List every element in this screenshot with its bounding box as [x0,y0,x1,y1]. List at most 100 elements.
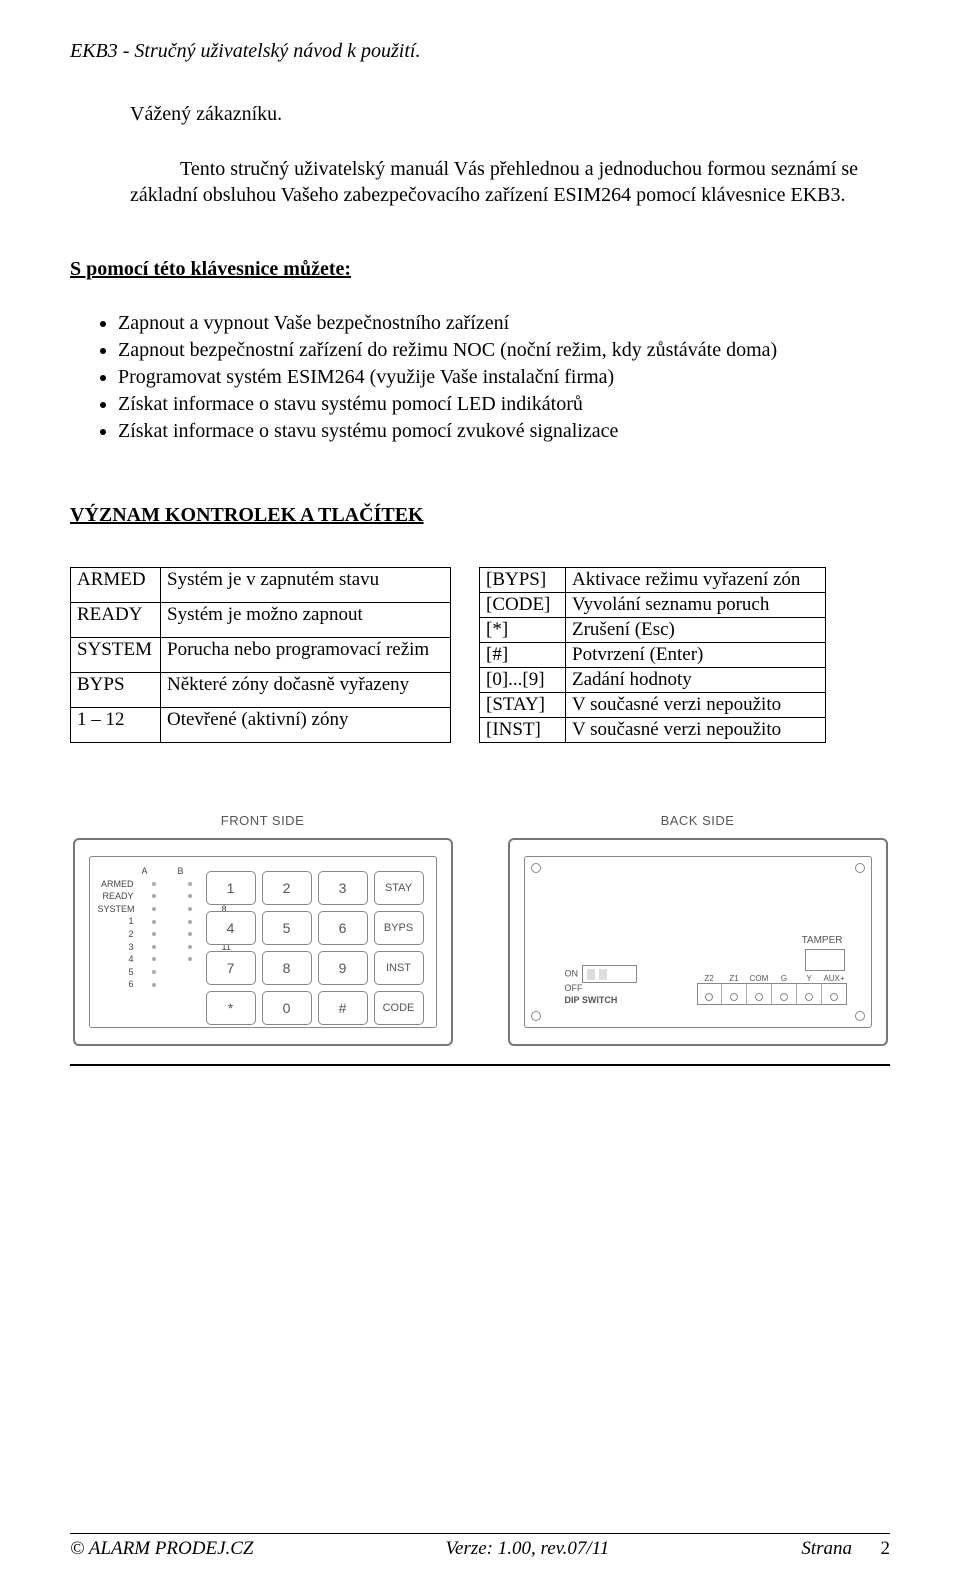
cell-desc: Zadání hodnoty [566,668,826,693]
cell-desc: V současné verzi nepoužito [566,718,826,743]
table-row: 1 – 12 Otevřené (aktivní) zóny [71,708,451,743]
footer-page-number: 2 [881,1538,891,1559]
dip-off-label: OFF [565,983,583,993]
key-5: 5 [262,911,312,945]
table-row: [*] Zrušení (Esc) [480,618,826,643]
key-2: 2 [262,871,312,905]
front-side-label: FRONT SIDE [221,813,305,828]
table-row: READY Systém je možno zapnout [71,603,451,638]
key-3: 3 [318,871,368,905]
screw-icon [855,863,865,873]
dip-switch-icon [582,965,637,983]
table-row: [INST] V současné verzi nepoužito [480,718,826,743]
cell-desc: Systém je v zapnutém stavu [161,568,451,603]
page-footer: © ALARM PRODEJ.CZ Verze: 1.00, rev.07/11… [70,1533,890,1560]
terminal-label: Y [797,974,822,983]
led-label: 1 [98,915,134,928]
key-inst: INST [374,951,424,985]
table-row: ARMED Systém je v zapnutém stavu [71,568,451,603]
footer-left: © ALARM PRODEJ.CZ [70,1538,254,1560]
key-byps: BYPS [374,911,424,945]
led-label: ARMED [98,878,134,891]
list-item: Programovat systém ESIM264 (využije Vaše… [118,365,890,390]
key-8: 8 [262,951,312,985]
key-star: * [206,991,256,1025]
back-panel: TAMPER ON OFF DIP SWITCH Z2 Z1 COM G [508,838,888,1046]
tamper-label: TAMPER [802,935,843,946]
cell-key: SYSTEM [71,638,161,673]
terminal-label: G [772,974,797,983]
terminal-label: COM [747,974,772,983]
table-row: [0]...[9] Zadání hodnoty [480,668,826,693]
cell-desc: Zrušení (Esc) [566,618,826,643]
led-label: SYSTEM [98,903,134,916]
cell-key: [INST] [480,718,566,743]
back-side-label: BACK SIDE [661,813,735,828]
cell-key: [STAY] [480,693,566,718]
capabilities-list: Zapnout a vypnout Vaše bezpečnostního za… [118,311,890,444]
terminal-label: Z1 [722,974,747,983]
cell-desc: Otevřené (aktivní) zóny [161,708,451,743]
terminal-label: AUX+ [822,974,847,983]
cell-desc: Systém je možno zapnout [161,603,451,638]
divider [70,1064,890,1066]
cell-desc: V současné verzi nepoužito [566,693,826,718]
section-heading-indicators: VÝZNAM KONTROLEK A TLAČÍTEK [70,504,890,527]
dip-switch-label: DIP SWITCH [565,995,638,1005]
table-buttons-right: [BYPS] Aktivace režimu vyřazení zón [COD… [479,567,826,743]
cell-key: [#] [480,643,566,668]
table-row: SYSTEM Porucha nebo programovací režim [71,638,451,673]
screw-icon [531,1011,541,1021]
footer-right: Strana 2 [801,1538,890,1560]
cell-key: [0]...[9] [480,668,566,693]
cell-desc: Vyvolání seznamu poruch [566,593,826,618]
cell-desc: Aktivace režimu vyřazení zón [566,568,826,593]
table-row: [STAY] V současné verzi nepoužito [480,693,826,718]
cell-desc: Potvrzení (Enter) [566,643,826,668]
footer-center: Verze: 1.00, rev.07/11 [446,1538,610,1560]
list-item: Zapnout bezpečnostní zařízení do režimu … [118,338,890,363]
list-item: Získat informace o stavu systému pomocí … [118,419,890,444]
dip-on-label: ON [565,968,579,978]
terminal-label: Z2 [697,974,722,983]
terminal-block: Z2 Z1 COM G Y AUX+ [697,972,847,1005]
cell-key: ARMED [71,568,161,603]
cell-desc: Porucha nebo programovací režim [161,638,451,673]
cell-key: BYPS [71,673,161,708]
tamper-switch-icon [805,949,845,971]
list-item: Zapnout a vypnout Vaše bezpečnostního za… [118,311,890,336]
led-label: 5 [98,966,134,979]
cell-key: [CODE] [480,593,566,618]
dip-switch-block: ON OFF DIP SWITCH [565,965,638,1005]
cell-key: [BYPS] [480,568,566,593]
doc-header-title: EKB3 - Stručný uživatelský návod k použi… [70,40,890,63]
cell-key: [*] [480,618,566,643]
led-label: 4 [98,953,134,966]
cell-key: 1 – 12 [71,708,161,743]
table-indicators-left: ARMED Systém je v zapnutém stavu READY S… [70,567,451,743]
table-row: BYPS Některé zóny dočasně vyřazeny [71,673,451,708]
cell-key: READY [71,603,161,638]
keypad-diagram: FRONT SIDE A B ARMEDBYPS READY7 SYSTEM8 … [70,813,890,1046]
key-4: 4 [206,911,256,945]
key-0: 0 [262,991,312,1025]
key-7: 7 [206,951,256,985]
led-label: READY [98,890,134,903]
table-row: [BYPS] Aktivace režimu vyřazení zón [480,568,826,593]
led-label: 3 [98,941,134,954]
section-heading-capabilities: S pomocí této klávesnice můžete: [70,258,890,281]
table-row: [CODE] Vyvolání seznamu poruch [480,593,826,618]
key-stay: STAY [374,871,424,905]
table-row: [#] Potvrzení (Enter) [480,643,826,668]
key-6: 6 [318,911,368,945]
cell-desc: Některé zóny dočasně vyřazeny [161,673,451,708]
keypad-grid: 1 2 3 STAY 4 5 6 BYPS 7 8 9 INST * 0 [206,871,424,1025]
screw-icon [855,1011,865,1021]
led-label: 2 [98,928,134,941]
key-code: CODE [374,991,424,1025]
list-item: Získat informace o stavu systému pomocí … [118,392,890,417]
led-label: 6 [98,978,134,991]
key-9: 9 [318,951,368,985]
key-hash: # [318,991,368,1025]
footer-page-label: Strana [801,1538,852,1559]
